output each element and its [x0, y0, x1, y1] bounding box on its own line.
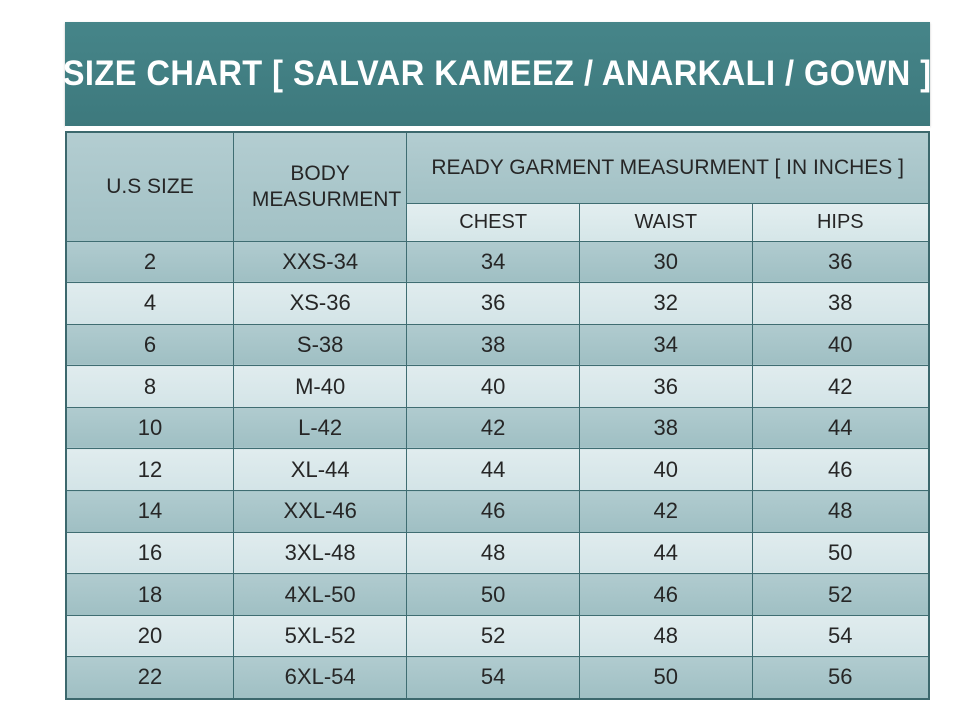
- header-hips: HIPS: [751, 202, 930, 242]
- table-row: 20 5XL-52 52 48 54: [65, 614, 930, 658]
- size-table-body: 2 XXS-34 34 30 36 4 XS-36 36 32 38 6 S-38 38 34 40 8 M-4…: [65, 240, 930, 700]
- header-waist: WAIST: [578, 202, 753, 242]
- table-cell: 36: [578, 365, 753, 408]
- table-row: 8 M-40 40 36 42: [65, 365, 930, 408]
- size-table: U.S SIZE BODY MEASURMENT READY GARMENT M…: [65, 131, 930, 700]
- table-cell: 40: [406, 365, 580, 408]
- header-sub-row: CHEST WAIST HIPS: [66, 202, 930, 242]
- table-cell: 32: [578, 282, 753, 325]
- table-cell: XL-44: [232, 448, 408, 492]
- table-cell: 54: [751, 614, 930, 658]
- table-cell: 4XL-50: [232, 573, 408, 616]
- table-cell: 5XL-52: [232, 614, 408, 658]
- table-cell: M-40: [232, 365, 408, 408]
- table-cell: XS-36: [232, 282, 408, 325]
- table-cell: 40: [578, 448, 753, 492]
- table-row: 10 L-42 42 38 44: [65, 406, 930, 450]
- table-cell: 38: [406, 323, 580, 367]
- table-cell: S-38: [232, 323, 408, 367]
- table-cell: 4: [65, 282, 234, 325]
- table-cell: 38: [751, 282, 930, 325]
- table-cell: 42: [578, 490, 753, 533]
- table-cell: 34: [406, 240, 580, 284]
- table-cell: 48: [406, 531, 580, 575]
- table-row: 2 XXS-34 34 30 36: [65, 240, 930, 284]
- table-cell: 6XL-54: [232, 656, 408, 700]
- title-bar: SIZE CHART [ SALVAR KAMEEZ / ANARKALI / …: [63, 22, 932, 126]
- table-row: 14 XXL-46 46 42 48: [65, 490, 930, 533]
- header-chest: CHEST: [406, 202, 580, 242]
- size-chart-card: SIZE CHART [ SALVAR KAMEEZ / ANARKALI / …: [63, 22, 932, 700]
- table-cell: L-42: [232, 406, 408, 450]
- header-group-row: U.S SIZE BODY MEASURMENT READY GARMENT M…: [65, 131, 930, 242]
- table-cell: 50: [751, 531, 930, 575]
- page-title: SIZE CHART [ SALVAR KAMEEZ / ANARKALI / …: [63, 54, 932, 93]
- table-cell: 52: [406, 614, 580, 658]
- table-row: 22 6XL-54 54 50 56: [65, 656, 930, 700]
- table-cell: 46: [751, 448, 930, 492]
- table-row: 18 4XL-50 50 46 52: [65, 573, 930, 616]
- table-cell: 54: [406, 656, 580, 700]
- table-cell: 50: [578, 656, 753, 700]
- table-cell: 52: [751, 573, 930, 616]
- header-ready-garment-group: READY GARMENT MEASURMENT [ IN INCHES ]: [406, 131, 930, 204]
- table-cell: 38: [578, 406, 753, 450]
- table-cell: 3XL-48: [232, 531, 408, 575]
- table-row: 4 XS-36 36 32 38: [65, 282, 930, 325]
- table-cell: 48: [751, 490, 930, 533]
- header-us-size: U.S SIZE: [65, 131, 234, 242]
- table-cell: 22: [65, 656, 234, 700]
- size-table-header: U.S SIZE BODY MEASURMENT READY GARMENT M…: [65, 131, 930, 242]
- table-cell: 42: [751, 365, 930, 408]
- table-cell: 30: [578, 240, 753, 284]
- table-cell: 46: [406, 490, 580, 533]
- table-cell: 36: [751, 240, 930, 284]
- table-row: 6 S-38 38 34 40: [65, 323, 930, 367]
- table-cell: 56: [751, 656, 930, 700]
- table-cell: 48: [578, 614, 753, 658]
- table-cell: 42: [406, 406, 580, 450]
- table-cell: 34: [578, 323, 753, 367]
- table-cell: 46: [578, 573, 753, 616]
- title-table-divider: [65, 126, 930, 131]
- table-cell: 10: [65, 406, 234, 450]
- table-cell: 44: [751, 406, 930, 450]
- table-cell: 20: [65, 614, 234, 658]
- table-cell: 18: [65, 573, 234, 616]
- table-cell: 16: [65, 531, 234, 575]
- table-row: 16 3XL-48 48 44 50: [65, 531, 930, 575]
- table-cell: 8: [65, 365, 234, 408]
- header-body-measurement: BODY MEASURMENT: [232, 131, 408, 242]
- table-cell: 6: [65, 323, 234, 367]
- table-cell: 12: [65, 448, 234, 492]
- table-cell: 2: [65, 240, 234, 284]
- table-cell: 44: [578, 531, 753, 575]
- table-cell: 14: [65, 490, 234, 533]
- table-cell: 40: [751, 323, 930, 367]
- table-cell: 44: [406, 448, 580, 492]
- table-cell: 36: [406, 282, 580, 325]
- table-cell: 50: [406, 573, 580, 616]
- table-row: 12 XL-44 44 40 46: [65, 448, 930, 492]
- table-cell: XXS-34: [232, 240, 408, 284]
- table-cell: XXL-46: [232, 490, 408, 533]
